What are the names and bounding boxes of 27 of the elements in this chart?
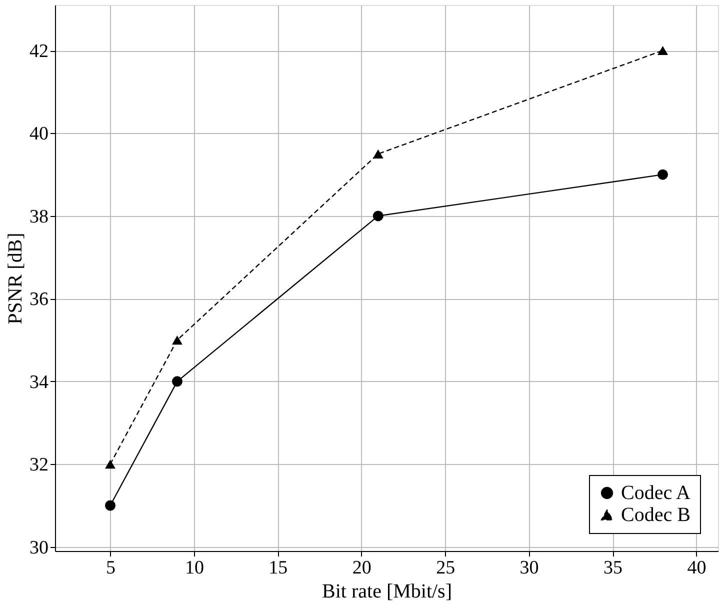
y-tick-label: 36 [30, 289, 48, 310]
y-axis-title: PSNR [dB] [4, 232, 26, 324]
point [105, 460, 116, 469]
y-tick-label: 42 [30, 41, 48, 62]
x-tick-label: 5 [106, 558, 116, 578]
y-tick-label: 38 [30, 206, 48, 228]
x-tick-label: 15 [268, 558, 288, 578]
y-tick-label: 30 [30, 537, 48, 558]
point [372, 149, 384, 158]
x-tick-label: 10 [184, 558, 204, 578]
point [658, 46, 668, 56]
x-tick-label: 30 [520, 558, 539, 578]
x-tick-label: 40 [687, 558, 706, 578]
legend-label: Codec B [621, 504, 690, 526]
x-axis-title: Bit rate [Mbit/s] [322, 580, 452, 602]
y-tick-label: 34 [30, 372, 49, 393]
point [172, 336, 182, 345]
y-tick-label: 40 [30, 124, 48, 145]
point [658, 169, 668, 180]
point [172, 376, 182, 387]
y-tick-label: 32 [30, 454, 48, 476]
legend-label: Codec A [621, 482, 691, 504]
point [372, 210, 384, 222]
point [105, 500, 116, 511]
x-tick-label: 25 [436, 558, 456, 578]
x-tick-label: 20 [352, 558, 372, 578]
x-tick-label: 35 [604, 558, 623, 578]
